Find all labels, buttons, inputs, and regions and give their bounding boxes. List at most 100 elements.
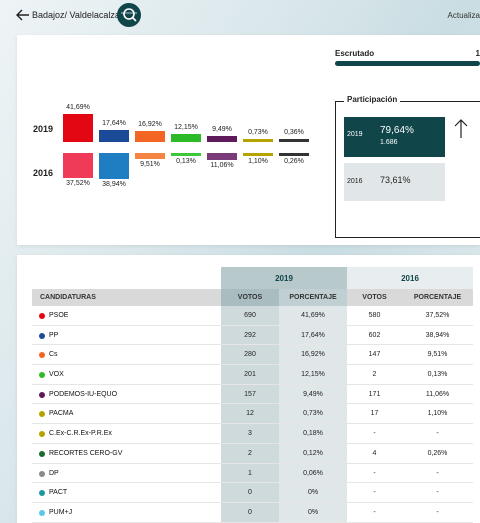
table-year-2019: 2019 — [221, 267, 347, 289]
votes-2019: 3 — [248, 430, 252, 438]
bar-label-2016: 9,51% — [140, 161, 160, 169]
bar-label-2019: 12,15% — [174, 123, 198, 131]
votes-2019: 292 — [244, 331, 256, 339]
bar-2016 — [279, 153, 309, 156]
table-row[interactable]: C.Ex-C.R.Ex-P.R.Ex 3 0,18% - - — [32, 424, 473, 444]
bar-2016 — [63, 153, 93, 179]
votes-2019: 201 — [244, 371, 256, 379]
party-name: RECORTES CERO-GV — [49, 449, 123, 457]
pct-2016: 0,13% — [427, 371, 448, 379]
participation-2019-year: 2019 — [347, 131, 363, 138]
party-name: C.Ex-C.R.Ex-P.R.Ex — [49, 430, 112, 438]
bar-2016 — [207, 153, 237, 161]
pct-2019: 0% — [307, 489, 319, 497]
pct-2016: - — [436, 430, 439, 438]
table-row[interactable]: PSOE 690 41,69% 580 37,52% — [32, 306, 473, 326]
participation-2016-value: 73,61% — [380, 175, 411, 185]
party-color-dot — [39, 352, 45, 359]
bar-label-2019: 17,64% — [102, 120, 126, 128]
votes-2016: 602 — [368, 331, 381, 339]
votes-2016: 147 — [368, 351, 381, 359]
participation-box — [335, 101, 480, 238]
bar-label-2019: 9,49% — [212, 125, 232, 133]
results-table-panel: 2019 2016 CANDIDATURAS VOTOS PORCENTAJE … — [17, 255, 480, 523]
votes-2019: 157 — [244, 390, 256, 398]
header-pct-2019[interactable]: PORCENTAJE — [279, 289, 347, 306]
table-row[interactable]: PP 292 17,64% 602 38,94% — [32, 326, 473, 346]
summary-panel: Escrutado 1 2019 2016 41,69% 37,52% 17,64%… — [17, 35, 480, 245]
bar-label-2016: 0,13% — [176, 158, 196, 165]
votes-2019: 1 — [248, 469, 252, 477]
party-name: Cs — [49, 351, 58, 359]
bar-label-2016: 1,10% — [248, 158, 268, 165]
bar-2019 — [207, 135, 237, 142]
pct-2019: 0% — [307, 508, 319, 516]
back-arrow-icon[interactable] — [16, 9, 30, 21]
party-color-dot — [39, 470, 45, 477]
bar-label-2016: 38,94% — [102, 181, 126, 189]
pct-2016: 11,06% — [425, 390, 450, 398]
bar-label-2019: 16,92% — [138, 120, 162, 128]
bar-label-2016: 37,52% — [66, 180, 90, 188]
bar-2016 — [99, 153, 129, 180]
header-votes-2019[interactable]: VOTOS — [221, 289, 279, 306]
party-name: PACMA — [49, 410, 74, 418]
votes-2016: - — [373, 469, 376, 477]
bar-2019 — [135, 130, 165, 142]
party-name: DP — [49, 469, 59, 477]
bar-2016 — [243, 153, 273, 156]
party-color-dot — [39, 313, 45, 319]
top-bar: Badajoz/ Valdelacalzada Actualiza — [0, 0, 480, 34]
party-name: VOX — [49, 371, 64, 379]
bar-label-2016: 0,26% — [284, 158, 304, 165]
updated-label: Actualiza — [447, 11, 480, 20]
arrow-up-icon — [454, 119, 468, 138]
pct-2019: 0,73% — [303, 410, 323, 418]
table-row[interactable]: DP 1 0,06% - - — [32, 464, 473, 484]
column-highlight-pct-2019 — [279, 289, 347, 523]
pct-2019: 0,06% — [303, 469, 323, 477]
pct-2019: 9,49% — [303, 390, 323, 398]
breadcrumb[interactable]: Badajoz/ Valdelacalzada — [32, 10, 130, 20]
party-color-dot — [39, 332, 45, 339]
party-name: PACT — [49, 489, 68, 497]
party-name: PP — [49, 331, 59, 339]
header-pct-2016[interactable]: PORCENTAJE — [413, 294, 462, 301]
column-highlight-votes-2019 — [221, 289, 279, 523]
votes-2016: 4 — [372, 449, 377, 457]
votes-2016: - — [373, 508, 376, 516]
table-row[interactable]: RECORTES CERO-GV 2 0,12% 4 0,26% — [32, 444, 473, 464]
bar-2019 — [243, 139, 273, 142]
header-votes-2016[interactable]: VOTOS — [362, 294, 387, 301]
table-row[interactable]: PACMA 12 0,73% 17 1,10% — [32, 404, 473, 425]
votes-2019: 0 — [248, 508, 252, 516]
participation-2016-card: 2016 73,61% — [344, 163, 445, 201]
logo-icon[interactable] — [117, 3, 141, 27]
table-row[interactable]: PACT 0 0% - - — [32, 483, 473, 503]
participation-label: Participación — [344, 95, 401, 104]
bar-label-2019: 41,69% — [66, 104, 90, 111]
votes-2016: 171 — [368, 390, 381, 398]
table-row[interactable]: Cs 280 16,92% 147 9,51% — [32, 345, 473, 366]
header-candidaturas[interactable]: CANDIDATURAS — [40, 294, 96, 301]
participation-2019-value: 79,64% — [380, 125, 414, 136]
pct-2019: 16,92% — [301, 351, 325, 359]
pct-2016: 1,10% — [427, 410, 448, 418]
party-color-dot — [39, 372, 45, 379]
votes-2019: 2 — [248, 449, 252, 457]
bar-2019 — [171, 133, 201, 142]
table-row[interactable]: PUM+J 0 0% - - — [32, 503, 473, 523]
pct-2019: 41,69% — [301, 312, 325, 319]
table-header: CANDIDATURAS VOTOS PORCENTAJE VOTOS PORC… — [32, 289, 473, 306]
pct-2019: 0,12% — [303, 449, 323, 457]
table-row[interactable]: VOX 201 12,15% 2 0,13% — [32, 365, 473, 385]
pct-2016: 9,51% — [427, 351, 448, 359]
votes-2016: - — [373, 489, 376, 497]
table-row[interactable]: PODEMOS-IU-EQUO 157 9,49% 171 11,06% — [32, 385, 473, 405]
party-color-dot — [39, 411, 45, 418]
pct-2019: 0,18% — [303, 430, 323, 438]
party-name: PODEMOS-IU-EQUO — [49, 390, 118, 398]
pct-2016: 0,26% — [427, 449, 448, 457]
party-color-dot — [39, 490, 45, 497]
votes-2019: 0 — [248, 489, 252, 497]
